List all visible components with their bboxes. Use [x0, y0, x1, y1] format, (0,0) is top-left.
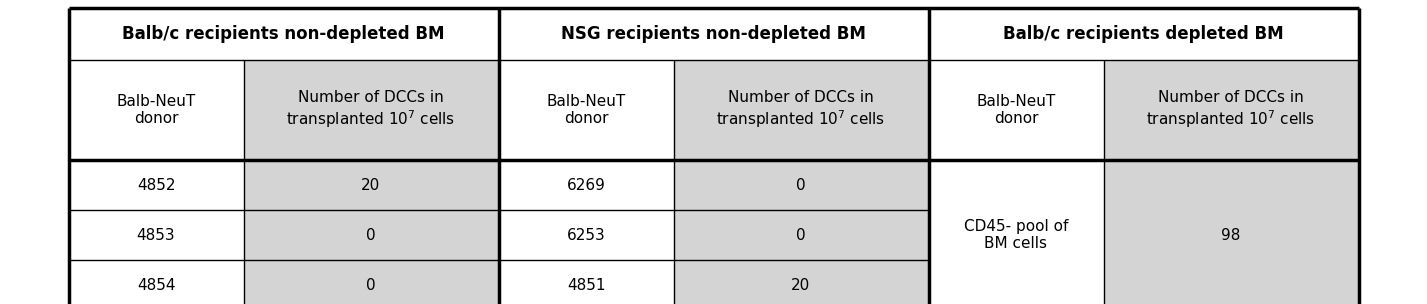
Text: 0: 0 — [367, 278, 375, 292]
Bar — [498, 260, 674, 304]
Text: CD45- pool of
BM cells: CD45- pool of BM cells — [963, 219, 1069, 251]
Bar — [244, 60, 498, 160]
Text: Balb-NeuT
donor: Balb-NeuT donor — [976, 94, 1056, 126]
Bar — [68, 260, 244, 304]
Text: Number of DCCs in
transplanted 10$^{7}$ cells: Number of DCCs in transplanted 10$^{7}$ … — [287, 90, 455, 130]
Bar — [929, 60, 1103, 160]
Bar — [674, 260, 929, 304]
Bar — [1103, 60, 1359, 160]
Text: Balb-NeuT
donor: Balb-NeuT donor — [117, 94, 195, 126]
Text: 0: 0 — [367, 227, 375, 243]
Text: 0: 0 — [796, 227, 806, 243]
Bar — [244, 160, 498, 210]
Text: 4853: 4853 — [137, 227, 176, 243]
Bar — [498, 60, 674, 160]
Bar — [929, 160, 1103, 304]
Text: Number of DCCs in
transplanted 10$^{7}$ cells: Number of DCCs in transplanted 10$^{7}$ … — [716, 90, 886, 130]
Text: Balb/c recipients depleted BM: Balb/c recipients depleted BM — [1003, 25, 1284, 43]
Bar — [674, 210, 929, 260]
Bar — [674, 160, 929, 210]
Bar — [498, 210, 674, 260]
Text: 4854: 4854 — [137, 278, 176, 292]
Text: 4851: 4851 — [567, 278, 605, 292]
Bar — [498, 160, 674, 210]
Bar — [498, 8, 929, 60]
Bar — [244, 260, 498, 304]
Bar — [1103, 160, 1359, 304]
Text: 98: 98 — [1222, 227, 1240, 243]
Bar — [68, 60, 244, 160]
Text: 4852: 4852 — [137, 178, 176, 192]
Text: NSG recipients non-depleted BM: NSG recipients non-depleted BM — [561, 25, 866, 43]
Text: Balb/c recipients non-depleted BM: Balb/c recipients non-depleted BM — [123, 25, 445, 43]
Text: 0: 0 — [796, 178, 806, 192]
Bar — [68, 8, 498, 60]
Bar — [929, 8, 1359, 60]
Text: 6253: 6253 — [567, 227, 605, 243]
Text: 6269: 6269 — [567, 178, 605, 192]
Text: 20: 20 — [792, 278, 811, 292]
Bar — [68, 160, 244, 210]
Text: Balb-NeuT
donor: Balb-NeuT donor — [547, 94, 625, 126]
Bar — [674, 60, 929, 160]
Bar — [244, 210, 498, 260]
Text: Number of DCCs in
transplanted 10$^{7}$ cells: Number of DCCs in transplanted 10$^{7}$ … — [1146, 90, 1316, 130]
Text: 20: 20 — [361, 178, 381, 192]
Bar — [68, 210, 244, 260]
